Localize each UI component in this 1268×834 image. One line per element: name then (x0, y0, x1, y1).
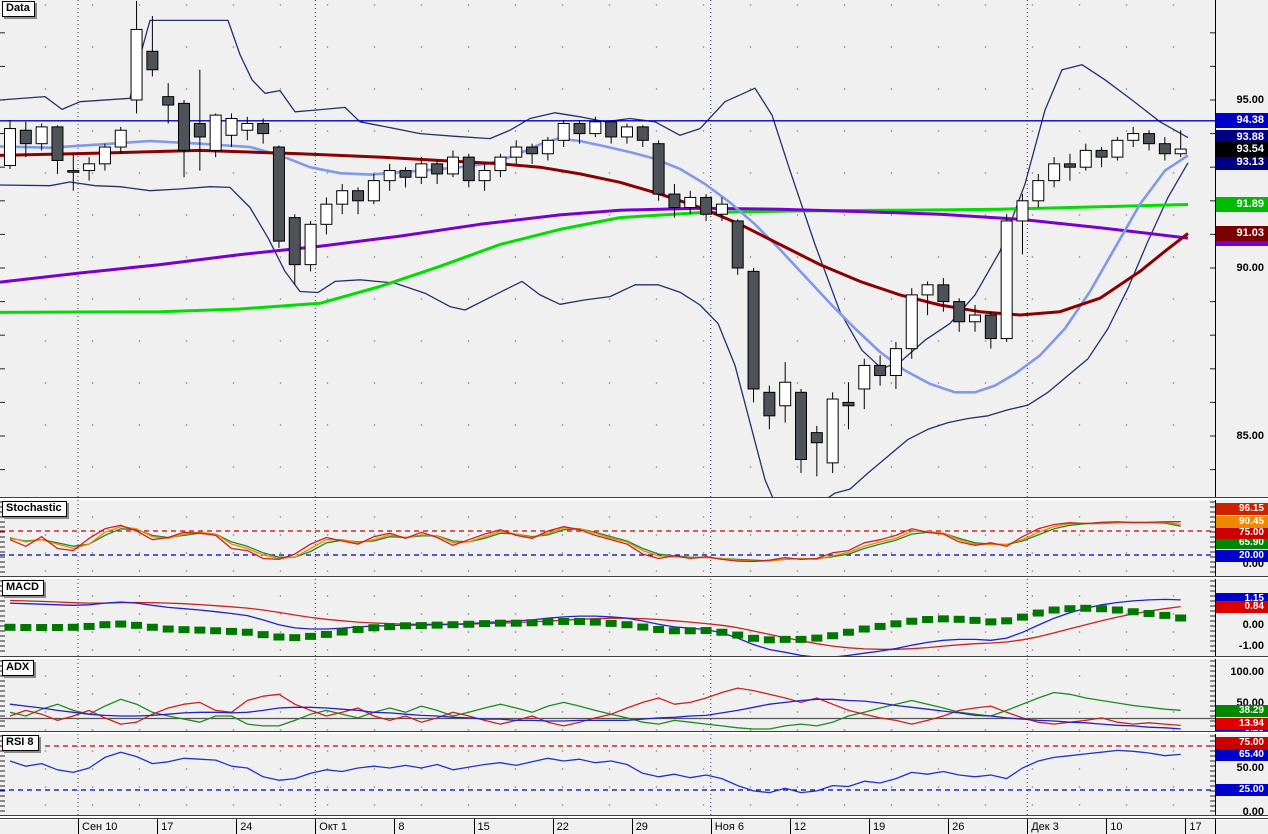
date-tick (1106, 819, 1108, 834)
panel-divider[interactable] (0, 576, 1268, 579)
date-tick (1027, 819, 1029, 834)
date-label: 22 (556, 821, 569, 833)
date-label: Сен 10 (82, 821, 118, 833)
rsi-panel[interactable]: RSI 8 50.00 0.00 75.00 65.40 25.00 (0, 734, 1268, 815)
scale-badge: 25.00 (1216, 784, 1268, 796)
rsi-chart-area[interactable] (0, 734, 1215, 815)
date-tick (631, 819, 633, 834)
scale-label: 0.00 (1242, 618, 1264, 631)
stochastic-svg (0, 500, 1215, 576)
date-label: Окт 1 (319, 821, 348, 833)
date-label: 24 (240, 821, 253, 833)
date-tick (315, 819, 317, 834)
rsi-svg (0, 734, 1215, 815)
panel-divider[interactable] (0, 815, 1268, 818)
scale-label: 95.00 (1236, 94, 1264, 106)
scale-badge: 90.45 (1216, 516, 1268, 528)
scale-badge: 65.90 (1216, 537, 1268, 549)
date-label: 26 (952, 821, 965, 833)
stochastic-panel[interactable]: Stochastic 50.000.0096.1565.9075.0090.45… (0, 500, 1268, 576)
scale-label: -1.00 (1238, 640, 1264, 653)
panel-divider[interactable] (0, 656, 1268, 659)
price-scale[interactable] (1215, 0, 1268, 497)
date-label: Ноя 6 (714, 821, 744, 833)
macd-chart-area[interactable] (0, 579, 1215, 656)
stochastic-chart-area[interactable] (0, 500, 1215, 576)
scale-badge: 20.00 (1216, 550, 1268, 562)
panel-label-macd[interactable]: MACD (2, 580, 44, 596)
date-tick (552, 819, 554, 834)
adx-chart-area[interactable] (0, 659, 1215, 731)
date-label: 8 (398, 821, 405, 833)
scale-label: 100.00 (1230, 666, 1264, 678)
date-label: 12 (793, 821, 807, 833)
scale-badge: 94.38 (1216, 113, 1268, 129)
date-axis[interactable]: Сен 10 17 24 Окт 1 8 15 22 29 Ноя 6 12 19 26 Дек 3 10… (0, 818, 1268, 834)
axis-corner-line (1215, 819, 1216, 834)
scale-badge: 91.89 (1216, 196, 1268, 212)
scale-label: 90.00 (1236, 262, 1264, 274)
panel-label-adx[interactable]: ADX (2, 660, 35, 676)
date-tick (236, 819, 238, 834)
price-panel[interactable]: Data 95.0090.0085.0090.8991.0393.8893.13… (0, 0, 1268, 497)
scale-label: 0.00 (1242, 806, 1264, 815)
scale-badge: 13.94 (1216, 717, 1268, 730)
panel-label-stochastic[interactable]: Stochastic (2, 501, 67, 517)
scale-badge: 93.88 (1216, 130, 1268, 146)
scale-badge: 91.03 (1216, 225, 1268, 241)
scale-badge: 75.00 (1216, 527, 1268, 539)
date-tick (710, 819, 712, 834)
panel-divider[interactable] (0, 497, 1268, 500)
date-label: 15 (477, 821, 490, 833)
scale-label: 85.00 (1236, 430, 1264, 442)
data-svg (0, 0, 1215, 497)
date-label: 10 (1110, 821, 1123, 833)
date-tick (789, 819, 791, 834)
adx-svg (0, 659, 1215, 731)
scale-label: 50.00 (1236, 762, 1264, 774)
date-tick (1185, 819, 1187, 834)
price-chart-area[interactable] (0, 0, 1215, 497)
date-tick (394, 819, 396, 834)
scale-badge: 38.29 (1216, 704, 1268, 717)
date-tick (157, 819, 159, 834)
macd-panel[interactable]: MACD 0.00 -1.00 1.15 0.84 (0, 579, 1268, 656)
date-label: 17 (161, 821, 174, 833)
scale-badge: 0.84 (1216, 600, 1268, 613)
macd-svg (0, 579, 1215, 656)
panel-divider[interactable] (0, 731, 1268, 734)
panel-label-rsi[interactable]: RSI 8 (2, 735, 39, 751)
scale-badge: 75.00 (1216, 737, 1268, 749)
date-tick (948, 819, 950, 834)
scale-badge: 96.15 (1216, 503, 1268, 515)
date-label: Дек 3 (1031, 821, 1059, 833)
scale-badge: 65.40 (1216, 748, 1268, 761)
date-label: 29 (635, 821, 648, 833)
date-label: 19 (873, 821, 886, 833)
scale-badge: 93.54 (1216, 141, 1268, 157)
panel-label-data[interactable]: Data (2, 1, 35, 17)
date-tick (869, 819, 870, 834)
scale-badge: 93.13 (1216, 155, 1268, 171)
date-tick (473, 819, 475, 834)
date-tick (78, 819, 79, 834)
macd-scale[interactable] (1215, 579, 1268, 656)
date-label: 17 (1189, 821, 1202, 833)
